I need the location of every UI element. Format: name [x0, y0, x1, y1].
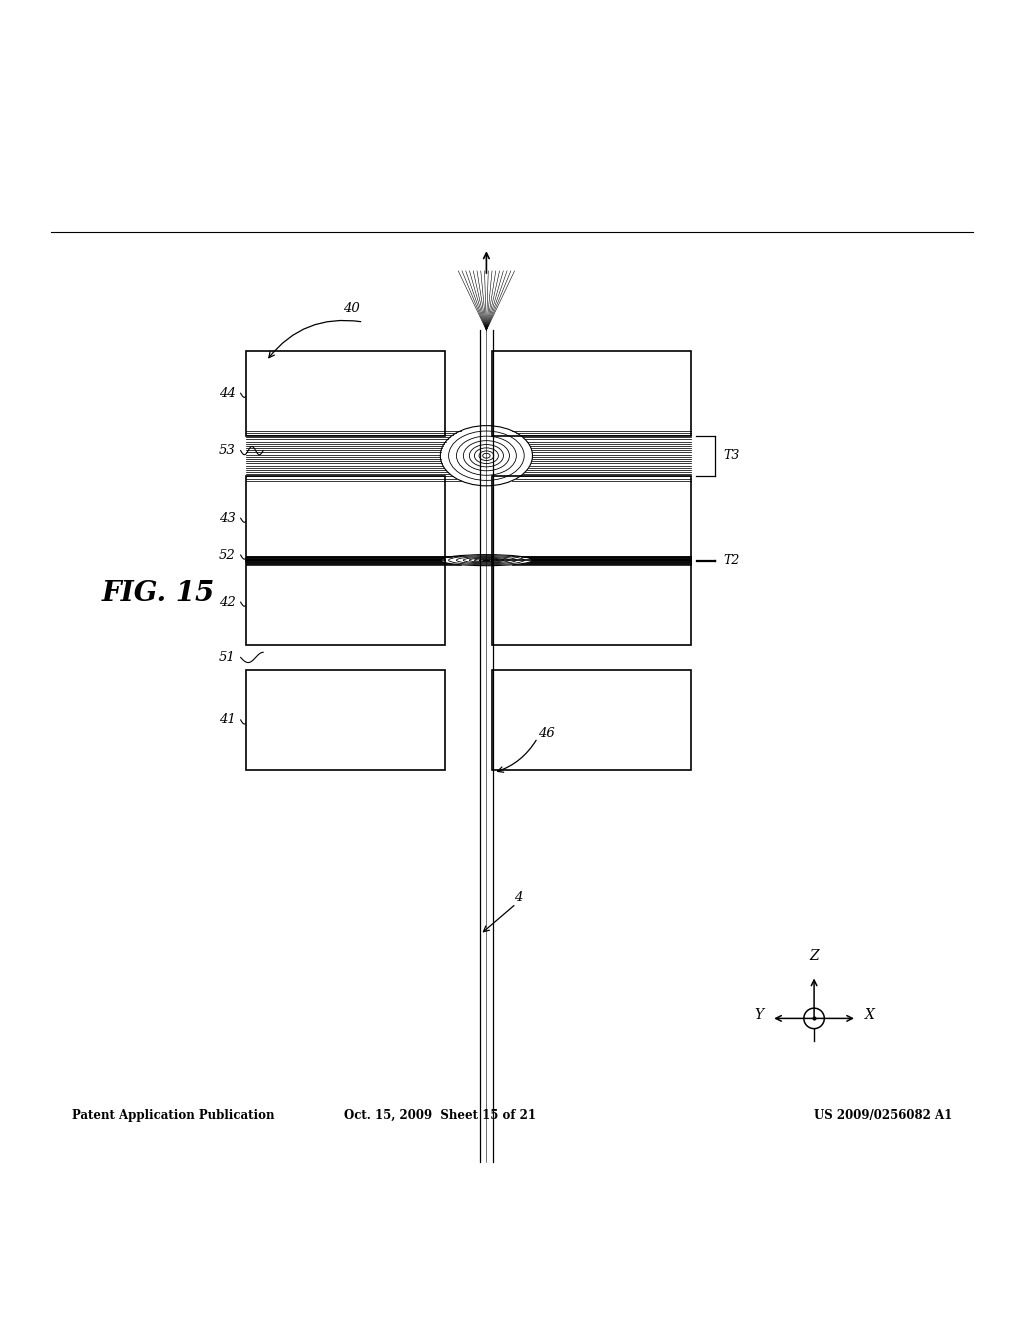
Text: US 2009/0256082 A1: US 2009/0256082 A1	[814, 1109, 952, 1122]
Text: Y: Y	[754, 1008, 763, 1022]
Text: T2: T2	[723, 553, 739, 566]
Text: 42: 42	[219, 595, 236, 609]
Text: 41: 41	[219, 713, 236, 726]
Text: T3: T3	[723, 449, 739, 462]
Bar	[246, 671, 445, 770]
Text: Patent Application Publication: Patent Application Publication	[72, 1109, 274, 1122]
Bar	[246, 475, 445, 561]
Text: 53: 53	[219, 444, 236, 457]
Text: 40: 40	[343, 302, 359, 315]
Bar	[492, 560, 691, 644]
Bar	[492, 351, 691, 436]
Text: 4: 4	[514, 891, 522, 904]
Text: Oct. 15, 2009  Sheet 15 of 21: Oct. 15, 2009 Sheet 15 of 21	[344, 1109, 537, 1122]
Text: Z: Z	[809, 949, 819, 964]
Bar	[246, 560, 445, 644]
Bar	[246, 351, 445, 436]
Text: X: X	[865, 1008, 874, 1022]
Text: FIG. 15: FIG. 15	[102, 579, 215, 607]
Text: 52: 52	[219, 549, 236, 561]
Text: 43: 43	[219, 512, 236, 524]
Bar	[492, 475, 691, 561]
Text: 51: 51	[219, 651, 236, 664]
Bar	[492, 671, 691, 770]
Text: 44: 44	[219, 387, 236, 400]
Text: 46: 46	[538, 727, 554, 741]
